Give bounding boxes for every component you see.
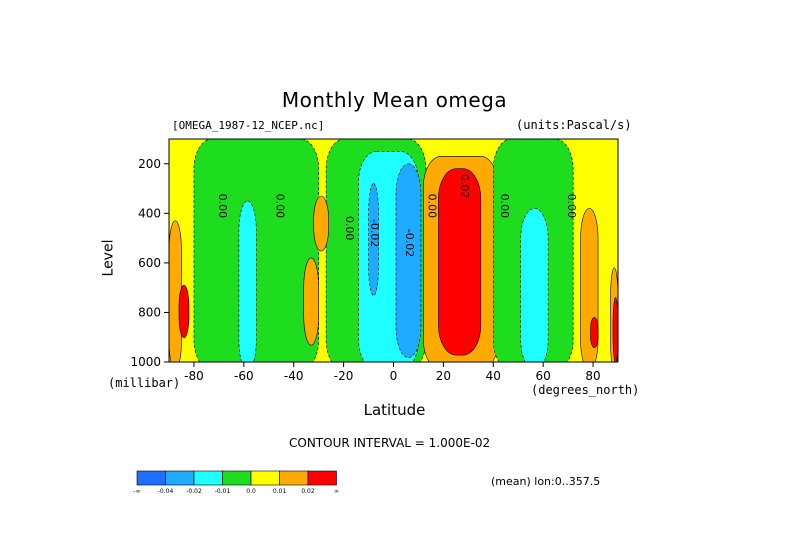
x-tick-label-5: 20 <box>436 369 451 383</box>
contour-region-9 <box>520 208 549 362</box>
file-label: [OMEGA_1987-12_NCEP.nc] <box>172 119 325 132</box>
x-tick-label-8: 80 <box>585 369 600 383</box>
contour-region-4 <box>368 183 379 296</box>
y-tick-label-2: 600 <box>138 256 161 270</box>
colorbar-label-6: 0.02 <box>301 488 315 495</box>
mean-note: (mean) lon:0..357.5 <box>491 475 601 488</box>
contour-label-1: 0.00 <box>273 194 286 219</box>
contour-region-17 <box>612 297 618 362</box>
x-tick-label-0: -80 <box>184 369 204 383</box>
contour-region-7 <box>438 168 482 356</box>
x-tick-label-4: 0 <box>390 369 398 383</box>
x-tick-label-3: -20 <box>334 369 354 383</box>
colorbar-label-4: 0.0 <box>246 488 256 495</box>
contour-region-1 <box>238 200 257 362</box>
contour-label-8: 0.00 <box>565 194 578 219</box>
colorbar-swatch-5 <box>279 470 309 486</box>
colorbar-label-3: -0.01 <box>215 488 231 495</box>
x-axis-unit: (degrees_north) <box>531 383 640 397</box>
contour-region-10 <box>313 195 329 252</box>
contour-label-4: -0.02 <box>403 229 416 257</box>
y-axis-label: Level <box>100 239 117 277</box>
y-tick-label-0: 200 <box>138 157 161 171</box>
contour-interval-label: CONTOUR INTERVAL = 1.000E-02 <box>289 436 491 450</box>
y-tick-label-3: 800 <box>138 305 161 319</box>
contour-region-5 <box>395 163 422 358</box>
contour-label-5: 0.00 <box>425 194 438 219</box>
contour-label-7: 0.00 <box>498 194 511 219</box>
colorbar-swatch-0 <box>136 470 166 486</box>
units-label: (units:Pascal/s) <box>516 118 632 132</box>
x-axis-label: Latitude <box>363 401 426 419</box>
y-axis-unit: (millibar) <box>108 376 181 390</box>
contour-region-11 <box>303 257 319 346</box>
contour-label-0: 0.00 <box>216 194 229 219</box>
y-tick-label-4: 1000 <box>130 355 161 369</box>
contour-label-3: -0.02 <box>368 219 381 247</box>
x-tick-label-7: 60 <box>536 369 551 383</box>
colorbar-swatch-4 <box>250 470 280 486</box>
colorbar-swatch-1 <box>165 470 195 486</box>
chart-title: Monthly Mean omega <box>281 88 508 112</box>
colorbar-swatch-6 <box>307 470 337 486</box>
colorbar-label-1: -0.04 <box>158 488 174 495</box>
colorbar-label-2: -0.02 <box>186 488 202 495</box>
color-legend: -∞ -0.04 -0.02 -0.01 0.0 0.01 0.02 ∞ <box>133 470 339 495</box>
contour-region-13 <box>590 317 599 348</box>
colorbar-label-0: -∞ <box>133 488 140 495</box>
x-tick-label-2: -40 <box>284 369 304 383</box>
colorbar-label-7: ∞ <box>334 488 339 495</box>
contour-label-6: 0.02 <box>458 174 471 199</box>
x-tick-label-1: -60 <box>234 369 254 383</box>
x-tick-label-6: 40 <box>486 369 501 383</box>
contour-region-15 <box>178 284 190 339</box>
colorbar-swatch-3 <box>222 470 252 486</box>
contour-label-2: 0.00 <box>343 216 356 241</box>
y-tick-label-1: 400 <box>138 206 161 220</box>
colorbar-label-5: 0.01 <box>273 488 287 495</box>
colorbar-swatch-2 <box>193 470 223 486</box>
